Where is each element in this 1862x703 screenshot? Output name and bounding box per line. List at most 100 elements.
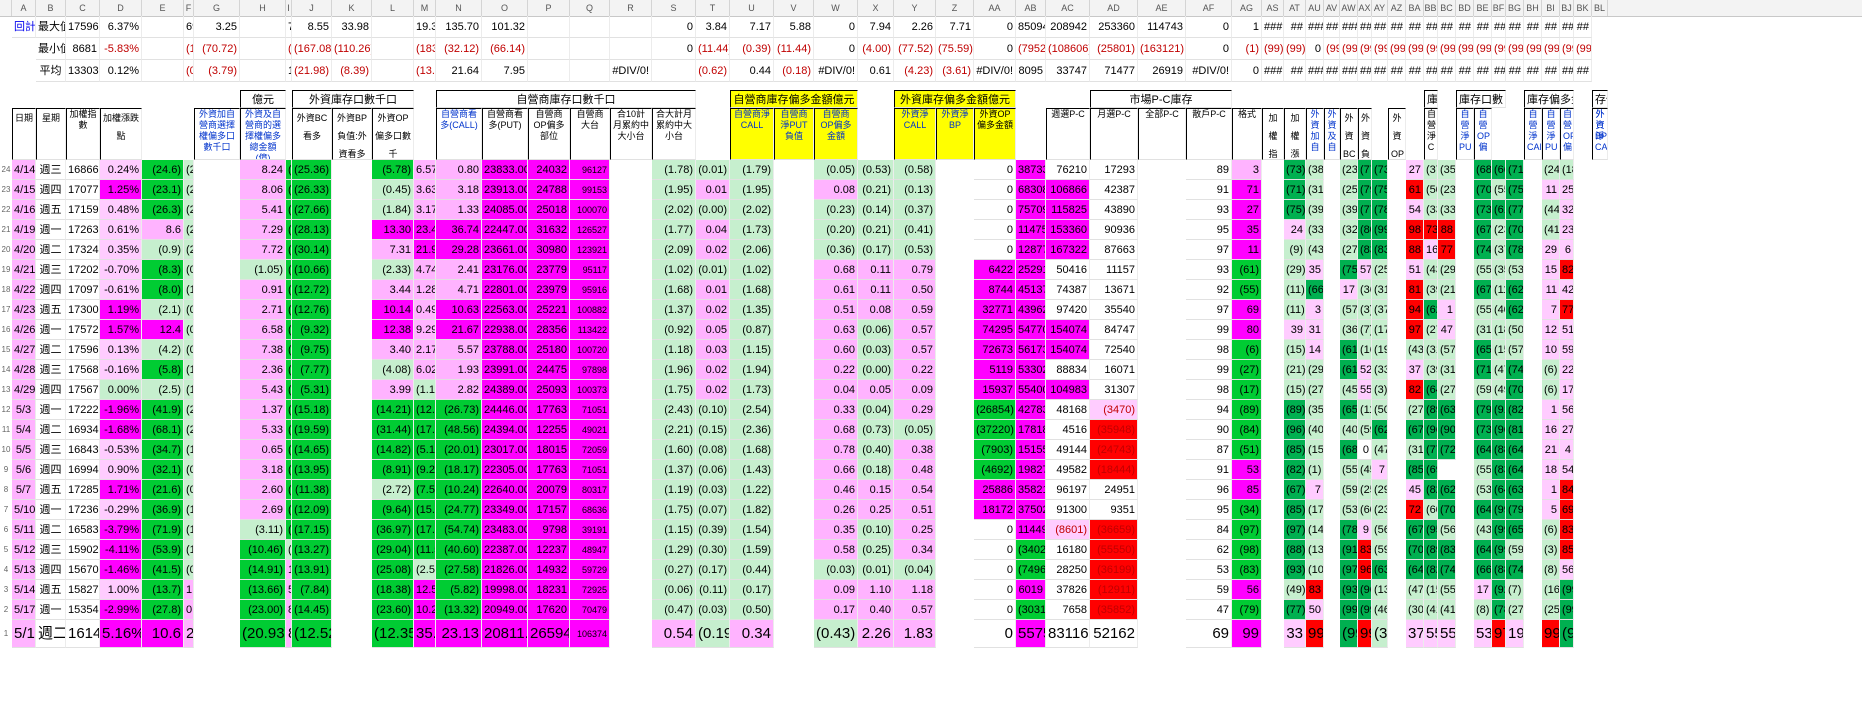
data-cell[interactable]: (12.52)	[414, 400, 436, 420]
data-cell[interactable]: (73)	[1284, 160, 1306, 180]
data-cell[interactable]: 5/12	[12, 540, 36, 560]
summary-value[interactable]	[570, 16, 610, 38]
data-cell[interactable]: 90936	[1090, 220, 1138, 240]
data-cell[interactable]: 7658	[1046, 600, 1090, 620]
column-title[interactable]: 週選P-C	[1046, 108, 1090, 160]
summary-value[interactable]: (99)	[1542, 38, 1560, 60]
summary-value[interactable]: 5.88	[774, 16, 814, 38]
data-cell[interactable]: (66)	[1492, 160, 1506, 180]
data-cell[interactable]: (1.60)	[652, 440, 696, 460]
summary-value[interactable]: (99)	[1506, 38, 1524, 60]
data-cell[interactable]: (9.32)	[292, 320, 332, 340]
column-header[interactable]: AW	[1340, 0, 1358, 16]
data-cell[interactable]: (50)	[1506, 320, 1524, 340]
data-cell[interactable]: (27)	[1306, 380, 1324, 400]
data-cell[interactable]: 0.11	[858, 280, 894, 300]
data-cell[interactable]: 128775	[1016, 240, 1046, 260]
column-title[interactable]: 外資負值	[1358, 108, 1372, 160]
data-cell[interactable]: (27)	[1424, 320, 1438, 340]
row-number[interactable]: 18	[1, 285, 11, 294]
summary-value[interactable]: (99)	[1324, 38, 1340, 60]
summary-value[interactable]: (99)	[1456, 38, 1474, 60]
data-cell[interactable]: 154074	[1046, 340, 1090, 360]
data-cell[interactable]: (1.02)	[730, 260, 774, 280]
data-cell[interactable]: 0.08	[858, 300, 894, 320]
data-cell[interactable]: (0.07)	[696, 500, 730, 520]
summary-value[interactable]: (99)	[1474, 38, 1492, 60]
column-title[interactable]: 加權漲跌點	[100, 108, 142, 160]
data-cell[interactable]: 0.24%	[100, 160, 142, 180]
data-cell[interactable]: 0.61%	[100, 220, 142, 240]
data-cell[interactable]: 0.29	[894, 400, 936, 420]
data-cell[interactable]: (55550)	[1090, 540, 1138, 560]
data-cell[interactable]: 91	[1186, 460, 1232, 480]
summary-value[interactable]: ##	[1456, 60, 1474, 82]
data-cell[interactable]: (19.59)	[292, 420, 332, 440]
data-cell[interactable]: -0.29%	[100, 500, 142, 520]
summary-value[interactable]: 7.17	[730, 16, 774, 38]
data-cell[interactable]: -1.68%	[100, 420, 142, 440]
data-cell[interactable]: (0.18)	[858, 460, 894, 480]
summary-value[interactable]	[372, 60, 414, 82]
summary-value[interactable]: 7.95	[482, 60, 528, 82]
data-cell[interactable]: 3.40	[372, 340, 414, 360]
data-cell[interactable]: 48947	[570, 540, 610, 560]
data-cell[interactable]: 55751	[1016, 620, 1046, 648]
data-cell[interactable]: 24085.00	[482, 200, 528, 220]
data-cell[interactable]: 0.00%	[100, 380, 142, 400]
data-cell[interactable]: 5.33	[240, 420, 286, 440]
data-cell[interactable]: 11	[1232, 240, 1262, 260]
data-cell[interactable]: (27.66)	[292, 200, 332, 220]
data-cell[interactable]: (2.54)	[730, 400, 774, 420]
row-number[interactable]	[0, 60, 12, 82]
data-cell[interactable]: 61	[1406, 180, 1424, 200]
data-cell[interactable]: (26854)	[974, 400, 1016, 420]
data-cell[interactable]: (30.14)	[292, 240, 332, 260]
row-number[interactable]: 22	[1, 205, 11, 214]
row-number[interactable]: 6	[3, 525, 9, 534]
data-cell[interactable]: (17.13)	[286, 340, 292, 360]
data-cell[interactable]: 0.07	[184, 600, 194, 620]
data-cell[interactable]: (62)	[1438, 480, 1456, 500]
data-cell[interactable]: (55)	[1474, 300, 1492, 320]
data-cell[interactable]: 49582	[1046, 460, 1090, 480]
summary-value[interactable]: ###	[1306, 60, 1324, 82]
data-cell[interactable]: (78)	[1372, 200, 1388, 220]
column-header[interactable]: AU	[1306, 0, 1324, 16]
data-cell[interactable]: 17568	[66, 360, 100, 380]
data-cell[interactable]: (7.77)	[292, 360, 332, 380]
data-cell[interactable]: (11)	[1492, 280, 1506, 300]
data-cell[interactable]: 43962	[1016, 300, 1046, 320]
summary-value[interactable]: (4.00)	[858, 38, 894, 60]
data-cell[interactable]: (5.78)	[372, 160, 414, 180]
data-cell[interactable]: (15)	[1306, 440, 1324, 460]
data-cell[interactable]: (30)	[1406, 600, 1424, 620]
data-cell[interactable]: (55)	[1474, 260, 1492, 280]
data-cell[interactable]: 週二	[36, 620, 66, 648]
column-title[interactable]: 外資OP偏多口數千	[372, 108, 414, 160]
data-cell[interactable]: (2.09)	[652, 240, 696, 260]
data-cell[interactable]: 39	[1284, 320, 1306, 340]
data-cell[interactable]: 92	[1186, 280, 1232, 300]
summary-value[interactable]	[528, 60, 570, 82]
data-cell[interactable]: 7	[1372, 460, 1388, 480]
data-cell[interactable]: (67)	[1474, 220, 1492, 240]
data-cell[interactable]: (64)	[1474, 500, 1492, 520]
data-cell[interactable]: 20949.00	[482, 600, 528, 620]
column-header[interactable]: AD	[1090, 0, 1138, 16]
data-cell[interactable]: (64)	[1424, 380, 1438, 400]
data-cell[interactable]: 23.13	[436, 620, 482, 648]
data-cell[interactable]: 24951	[1090, 480, 1138, 500]
data-cell[interactable]: (40)	[1306, 420, 1324, 440]
data-cell[interactable]: (73)	[1474, 200, 1492, 220]
data-cell[interactable]: (82)	[1506, 400, 1524, 420]
data-cell[interactable]: (0.23)	[814, 200, 858, 220]
data-cell[interactable]: (27)	[1340, 240, 1358, 260]
data-cell[interactable]: (85)	[1406, 460, 1424, 480]
summary-value[interactable]: 0	[1232, 60, 1262, 82]
data-cell[interactable]: 123921	[570, 240, 610, 260]
summary-value[interactable]: (11.44)	[774, 38, 814, 60]
column-header[interactable]: AE	[1138, 0, 1186, 16]
data-cell[interactable]: (34.47)	[286, 180, 292, 200]
data-cell[interactable]: 0.48	[894, 460, 936, 480]
